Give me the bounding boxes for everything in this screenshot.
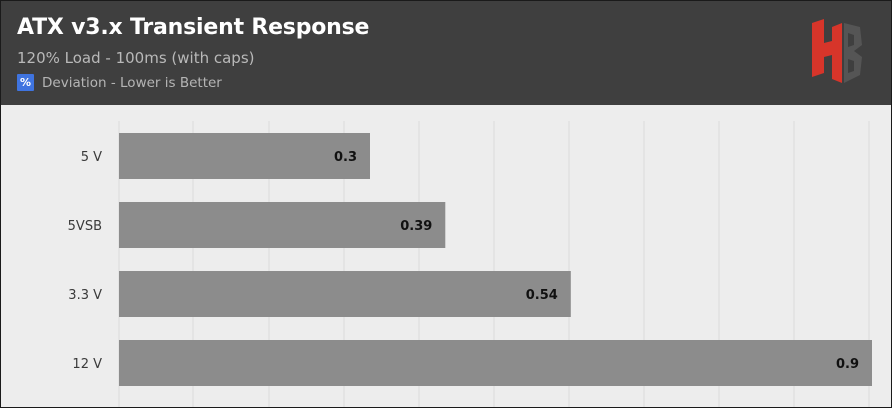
percent-icon: % <box>17 74 34 91</box>
bar-0 <box>119 133 370 179</box>
category-label: 12 V <box>72 357 102 372</box>
chart-subtitle: 120% Load - 100ms (with caps) <box>17 49 255 67</box>
chart-title: ATX v3.x Transient Response <box>17 15 370 40</box>
legend-label: Deviation - Lower is Better <box>42 74 222 91</box>
legend: % Deviation - Lower is Better <box>17 74 222 91</box>
data-label: 0.54 <box>526 288 558 303</box>
data-label: 0.3 <box>334 150 357 165</box>
bar-2 <box>119 271 571 317</box>
bar-1 <box>119 202 446 248</box>
bar-3 <box>119 340 872 386</box>
chart-header: ATX v3.x Transient Response 120% Load - … <box>1 1 891 105</box>
hb-logo-icon <box>812 19 862 83</box>
category-label: 5VSB <box>68 219 102 234</box>
plot-area: 5 V 0.3 5VSB 0.39 3.3 V 0.54 12 V 0.9 <box>68 121 872 407</box>
data-label: 0.9 <box>836 357 859 372</box>
category-label: 3.3 V <box>68 288 102 303</box>
data-label: 0.39 <box>400 219 432 234</box>
category-label: 5 V <box>81 150 102 165</box>
